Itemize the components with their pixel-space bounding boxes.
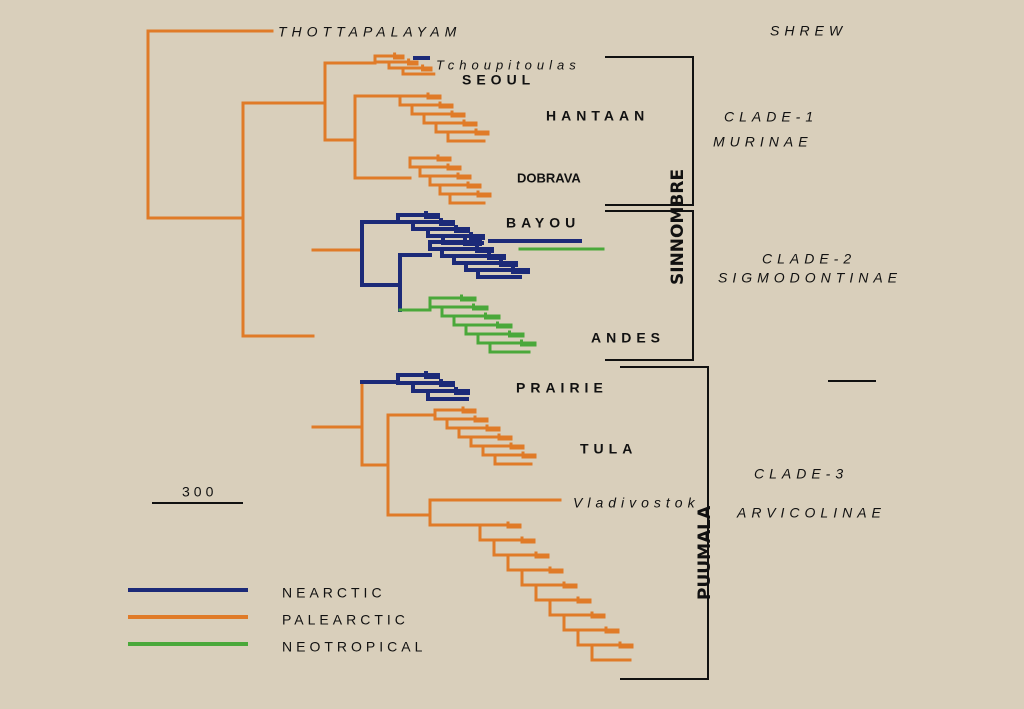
legend-label: NEARCTIC bbox=[282, 585, 386, 601]
clade-3-bracket bbox=[620, 366, 709, 680]
clade-2-bracket bbox=[605, 210, 694, 361]
taxon-label: HANTAAN bbox=[546, 108, 649, 124]
outgroup-label: THOTTAPALAYAM bbox=[278, 24, 461, 40]
subfamily-label: ARVICOLINAE bbox=[736, 505, 886, 521]
taxon-label: PRAIRIE bbox=[516, 380, 608, 396]
legend-label: NEOTROPICAL bbox=[282, 639, 426, 655]
taxon-label: Vladivostok bbox=[573, 495, 700, 511]
tree-branches bbox=[146, 29, 634, 662]
taxon-label: ANDES bbox=[591, 330, 665, 346]
taxon-label: TULA bbox=[580, 441, 637, 457]
taxon-label: BAYOU bbox=[506, 215, 580, 231]
legend: NEARCTIC PALEARCTIC NEOTROPICAL bbox=[128, 585, 426, 655]
taxon-label: DOBRAVA bbox=[517, 170, 581, 185]
clade-label: CLADE-2 bbox=[762, 251, 856, 267]
taxon-label: PUUMALA bbox=[695, 505, 715, 600]
taxon-label: SEOUL bbox=[462, 72, 535, 88]
taxon-label: SINNOMBRE bbox=[668, 169, 688, 285]
taxon-label: Tchoupitoulas bbox=[436, 57, 581, 72]
scale-label: 300 bbox=[182, 484, 217, 500]
clade-label: CLADE-1 bbox=[724, 109, 818, 125]
legend-label: PALEARCTIC bbox=[282, 612, 409, 628]
clade-1-bracket bbox=[605, 56, 694, 206]
subfamily-label: SIGMODONTINAE bbox=[718, 270, 902, 286]
subfamily-label: MURINAE bbox=[713, 134, 813, 150]
clade-label: CLADE-3 bbox=[754, 466, 848, 482]
clade-label: SHREW bbox=[770, 23, 847, 39]
